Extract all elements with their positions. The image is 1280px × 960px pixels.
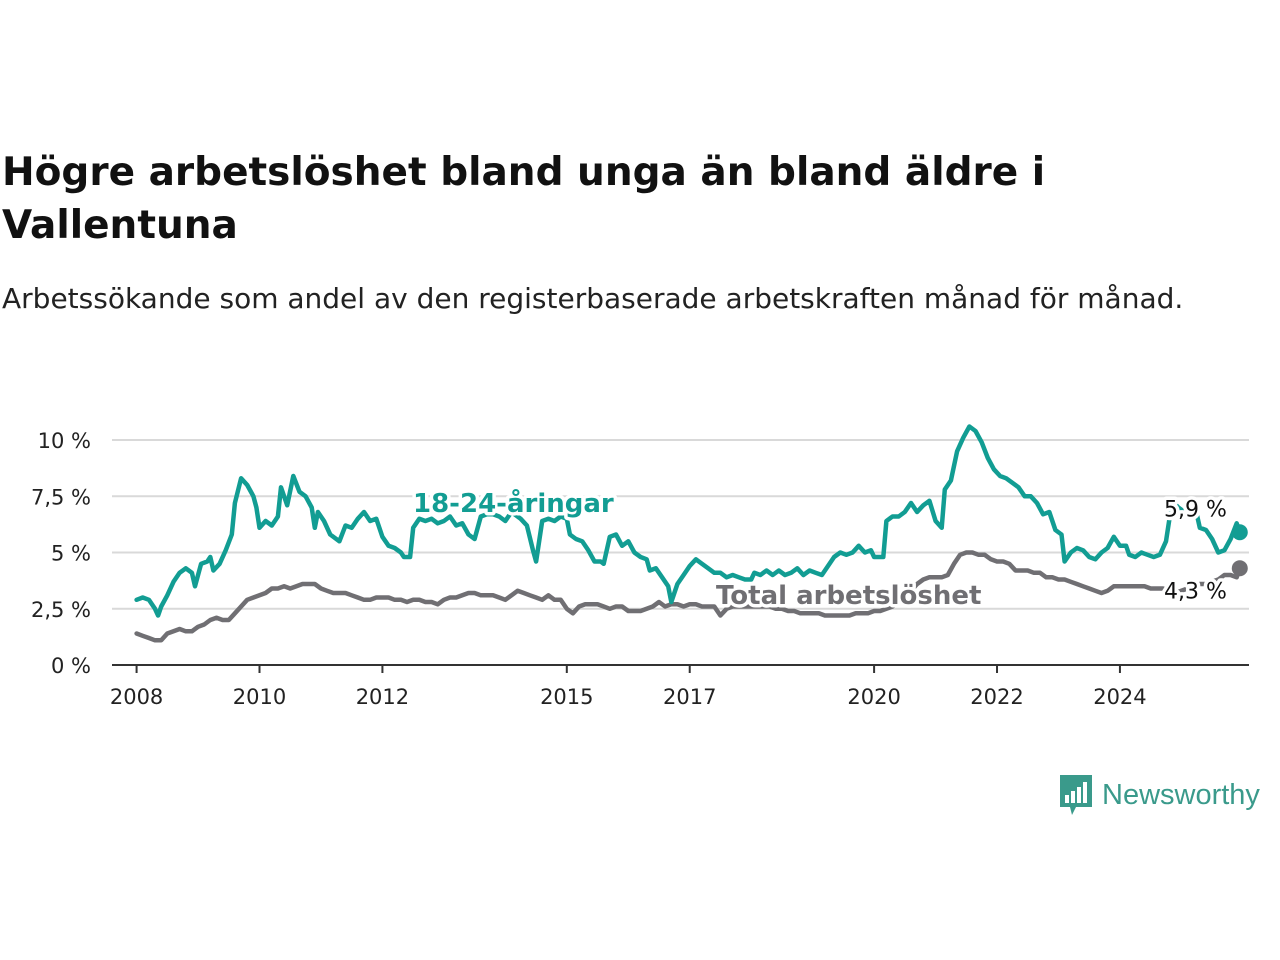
series-labels: 18-24-åringar Total arbetslöshet 5,9 % 4,3 … (410, 484, 1231, 615)
logo-bar-1 (1065, 795, 1069, 803)
x-tick-label: 2012 (356, 685, 409, 709)
gridlines (112, 439, 1249, 610)
x-tick-label: 2024 (1093, 685, 1146, 709)
chart-title: Högre arbetslöshet bland unga än bland ä… (2, 150, 1046, 248)
x-tick-label: 2008 (110, 685, 163, 709)
chart-subtitle: Arbetssökande som andel av den registerb… (2, 282, 1184, 315)
x-tick-label: 2010 (233, 685, 286, 709)
x-axis: 2008 2010 2012 2015 2017 2020 2022 2024 (110, 664, 1249, 709)
x-tick-label: 2020 (847, 685, 900, 709)
y-tick-label: 5 % (51, 542, 91, 566)
x-tick-label: 2022 (970, 685, 1023, 709)
total-series-label: Total arbetslöshet (716, 581, 981, 611)
youth-series-line (134, 424, 1243, 618)
logo-bar-4 (1083, 782, 1087, 803)
y-tick-label: 2,5 % (31, 598, 91, 622)
logo-bar-3 (1077, 787, 1081, 803)
logo-bar-2 (1071, 791, 1075, 803)
total-series-line (134, 550, 1243, 643)
total-end-point (1231, 560, 1248, 577)
y-tick-label: 10 % (38, 429, 91, 453)
total-end-label: 4,3 % (1164, 579, 1227, 604)
youth-series-label: 18-24-åringar (413, 487, 614, 519)
brand-name: Newsworthy (1102, 778, 1260, 811)
newsworthy-logo-icon (1060, 775, 1092, 815)
newsworthy-logo: Newsworthy (1058, 772, 1260, 818)
series-group (134, 424, 1248, 643)
youth-end-label: 5,9 % (1164, 497, 1227, 522)
x-tick-label: 2017 (663, 685, 716, 709)
youth-end-point (1231, 524, 1248, 541)
y-tick-label: 0 % (51, 654, 91, 678)
logo-speech-bubble (1060, 775, 1092, 815)
x-tick-label: 2015 (540, 685, 593, 709)
y-tick-label: 7,5 % (31, 485, 91, 509)
y-axis: 0 % 2,5 % 5 % 7,5 % 10 % (31, 429, 91, 678)
